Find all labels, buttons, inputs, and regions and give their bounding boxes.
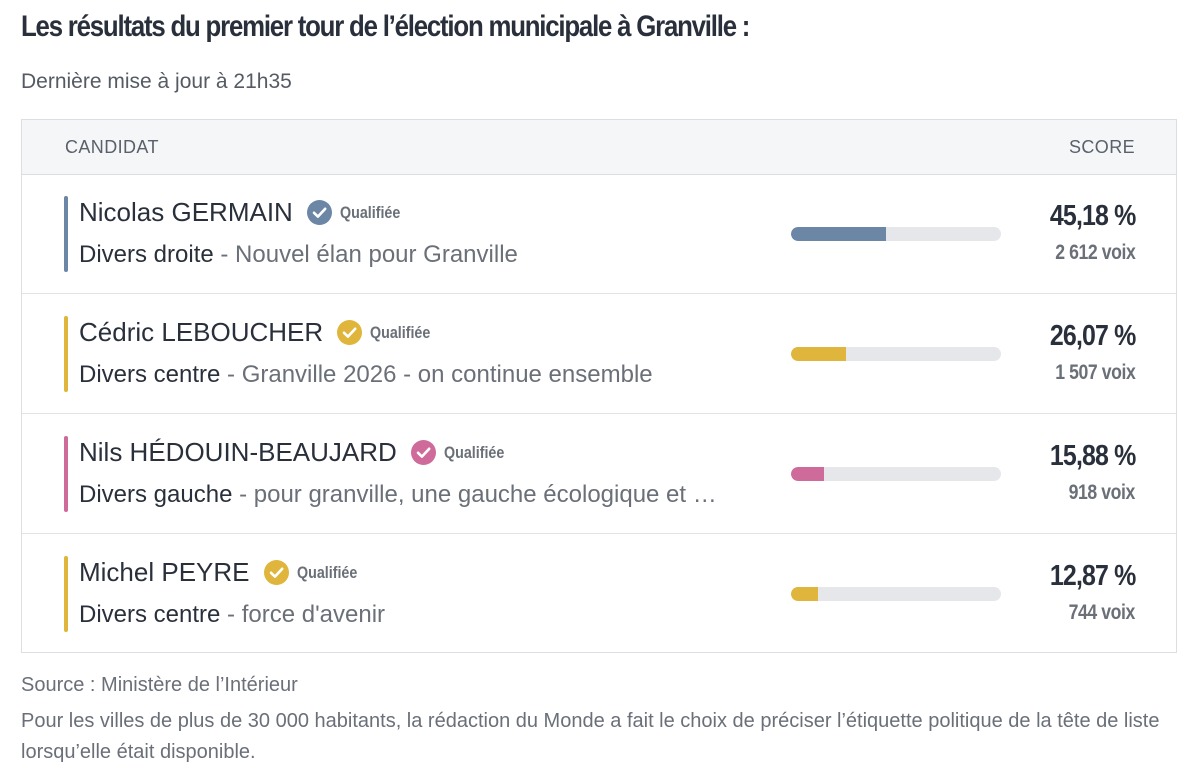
list-name: Granville 2026 - on continue ensemble [241, 361, 653, 388]
party-color-stripe [64, 436, 68, 512]
score-percent: 45,18 % [1049, 200, 1135, 232]
score-bar [791, 467, 825, 481]
party-line: Divers droite - Nouvel élan pour Granvil… [79, 241, 518, 269]
qualified-badge: Qualifiée [296, 562, 357, 582]
party-separator: - [213, 241, 236, 268]
party-separator: - [232, 481, 254, 508]
party-line: Divers centre - force d'avenir [79, 601, 385, 629]
check-circle-icon [337, 320, 363, 345]
table-row: Nils HÉDOUIN-BEAUJARD Qualifiée Divers gau… [22, 414, 1176, 534]
qualified-badge: Qualifiée [443, 442, 505, 462]
qualified-badge: Qualifiée [339, 202, 401, 222]
candidate-name-line: Michel PEYRE Qualifiée [79, 557, 368, 588]
last-update-text: Dernière mise à jour à 21h35 [21, 70, 292, 93]
political-nuance: Divers droite [79, 241, 214, 268]
score-percent: 26,07 % [1049, 320, 1135, 352]
score-percent: 12,87 % [1049, 560, 1135, 592]
check-circle-icon [306, 200, 332, 225]
party-color-stripe [64, 196, 68, 272]
score-bar-track [791, 467, 1001, 481]
check-circle-icon [410, 440, 436, 465]
source-text: Source : Ministère de l’Intérieur [21, 674, 298, 696]
candidate-name-line: Nicolas GERMAIN Qualifiée [79, 197, 412, 228]
footnote-text: Pour les villes de plus de 30 000 habita… [21, 710, 1160, 763]
party-line: Divers gauche - pour granville, une gauc… [79, 481, 717, 509]
list-name: Nouvel élan pour Granville [235, 241, 518, 268]
candidate-name-line: Nils HÉDOUIN-BEAUJARD Qualifiée [79, 437, 516, 468]
score-bar-track [791, 587, 1001, 601]
score-bar-track [791, 347, 1001, 361]
political-nuance: Divers centre [79, 601, 221, 628]
table-row: Michel PEYRE Qualifiée Divers centre - for… [22, 534, 1176, 654]
vote-count: 744 voix [1068, 601, 1136, 624]
list-name: force d'avenir [241, 601, 386, 628]
score-bar [791, 587, 819, 601]
score-percent: 15,88 % [1049, 440, 1135, 472]
vote-count: 2 612 voix [1054, 241, 1136, 264]
party-separator: - [220, 601, 242, 628]
party-separator: - [220, 361, 242, 388]
table-row: Cédric LEBOUCHER Qualifiée Divers centre -… [22, 294, 1176, 414]
score-bar-track [791, 227, 1001, 241]
party-line: Divers centre - Granville 2026 - on cont… [79, 361, 653, 389]
political-nuance: Divers centre [79, 361, 221, 388]
column-header-score: SCORE [1068, 137, 1135, 157]
score-bar [791, 227, 886, 241]
candidate-name: Nicolas GERMAIN [79, 197, 293, 227]
column-header-candidate: CANDIDAT [65, 137, 159, 157]
vote-count: 918 voix [1068, 481, 1136, 504]
candidate-name-line: Cédric LEBOUCHER Qualifiée [79, 317, 442, 348]
results-table: CANDIDAT SCORE Nicolas GERMAIN Qualifiée D… [21, 119, 1177, 653]
party-color-stripe [64, 316, 68, 392]
score-bar [791, 347, 846, 361]
page-title: Les résultats du premier tour de l’élect… [21, 10, 750, 43]
candidate-name: Cédric LEBOUCHER [79, 317, 324, 347]
political-nuance: Divers gauche [79, 481, 233, 508]
candidate-name: Nils HÉDOUIN-BEAUJARD [79, 437, 397, 467]
table-row: Nicolas GERMAIN Qualifiée Divers droite - … [22, 174, 1176, 294]
table-header: CANDIDAT SCORE [22, 120, 1176, 175]
check-circle-icon [263, 560, 289, 585]
party-color-stripe [64, 556, 68, 632]
vote-count: 1 507 voix [1054, 361, 1136, 384]
list-name: pour granville, une gauche écologique et… [253, 481, 717, 508]
qualified-badge: Qualifiée [370, 322, 431, 342]
candidate-name: Michel PEYRE [79, 557, 250, 587]
